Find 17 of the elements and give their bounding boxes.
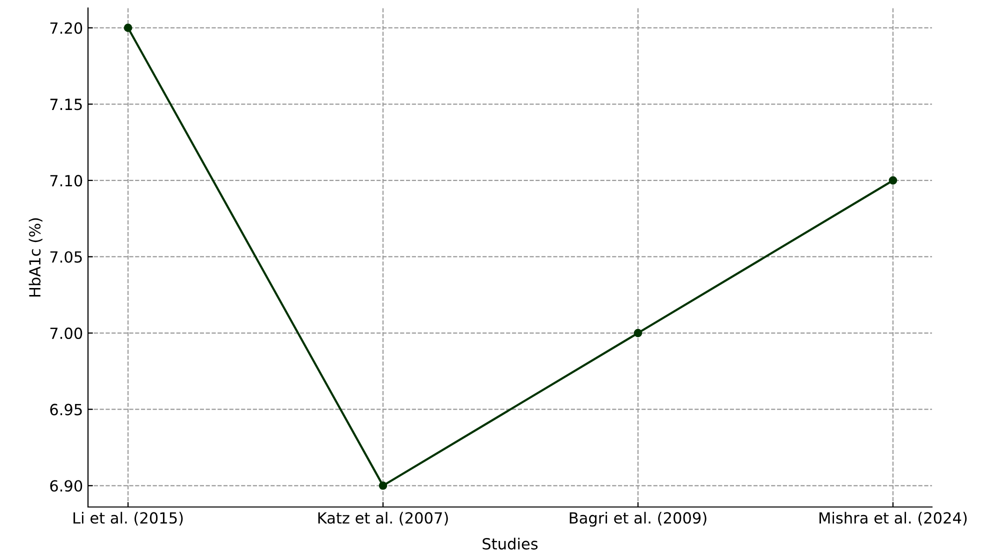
x-tick-label: Katz et al. (2007) [318, 512, 448, 526]
y-tick-label: 6.95 [50, 404, 82, 416]
x-tick-label: Li et al. (2015) [74, 512, 183, 526]
y-tick-label: 6.90 [50, 480, 82, 492]
point [124, 24, 132, 32]
point [888, 176, 898, 185]
x-tick-label: Bagri et al. (2009) [570, 512, 706, 527]
x-tick-label: Mishra et al. (2024) [820, 512, 967, 526]
y-tick-label: 7.15 [50, 98, 82, 110]
y-tick-label: 7.10 [50, 174, 82, 186]
y-tick-label: 7.05 [50, 251, 82, 263]
y-tick-label: 7.20 [50, 22, 82, 34]
y-tick-label: 7.00 [50, 328, 82, 340]
x-axis-title: Studies [482, 538, 538, 550]
point [634, 328, 642, 338]
point [378, 481, 388, 490]
y-axis-title: HbA1c (%) [28, 218, 42, 297]
